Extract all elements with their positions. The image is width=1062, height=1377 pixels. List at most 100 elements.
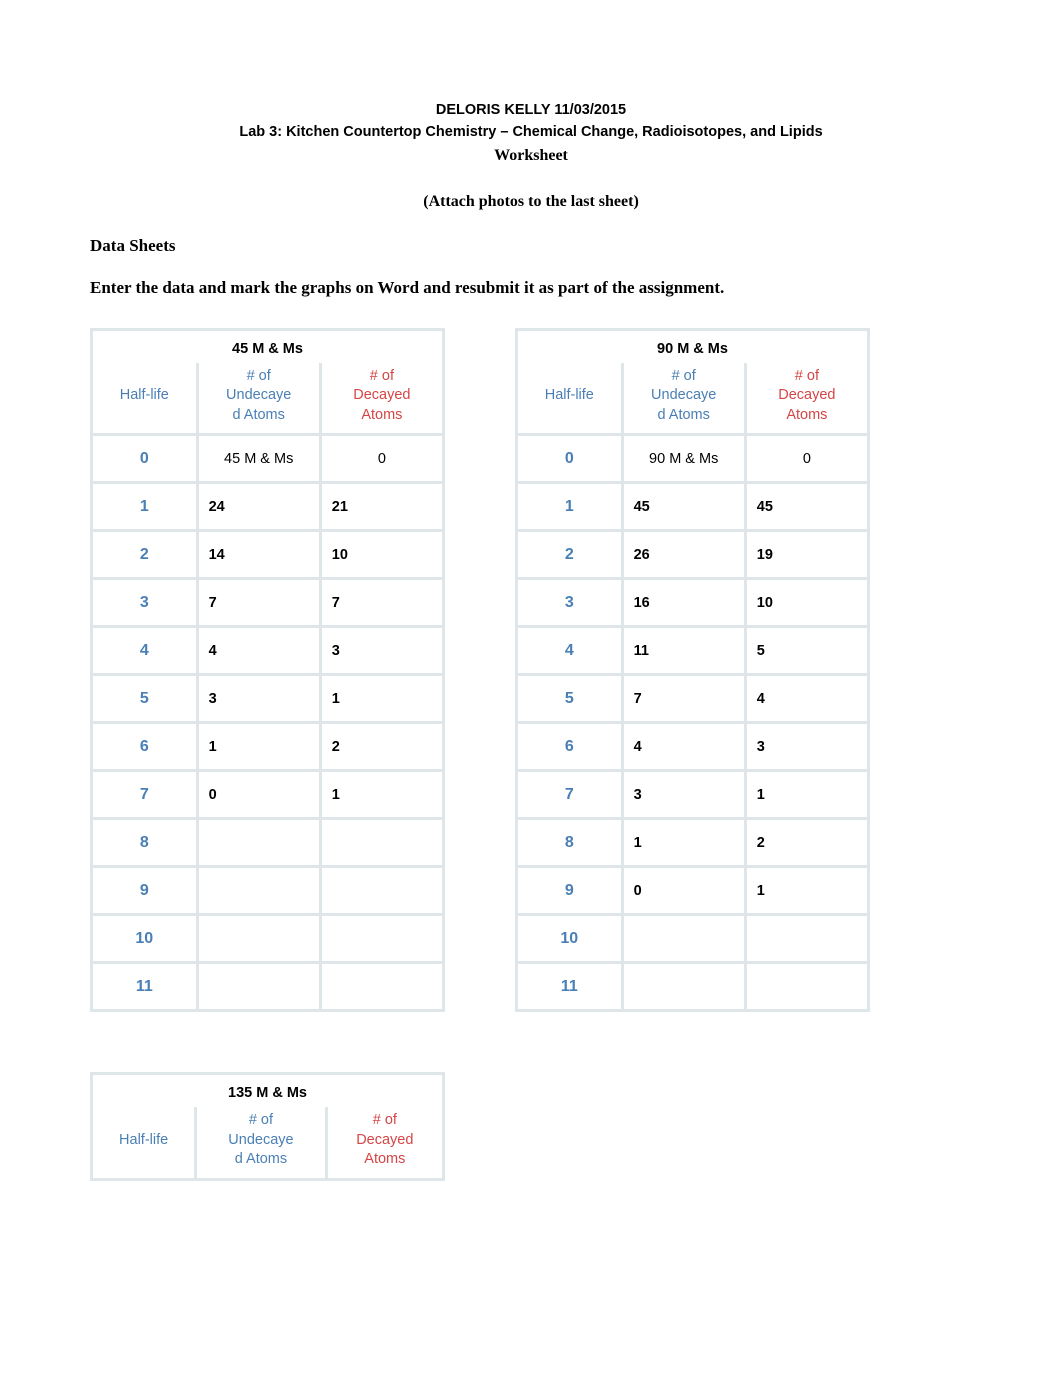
cell-undecayed: 0 [622,867,745,915]
header-line-1: DELORIS KELLY 11/03/2015 [90,100,972,122]
cell-undecayed [197,819,320,867]
cell-undecayed: 1 [197,723,320,771]
table-row: 612 [92,723,444,771]
cell-halflife: 7 [92,771,198,819]
table-row: 731 [517,771,869,819]
table-title: 135 M & Ms [92,1074,444,1108]
table-90: 90 M & MsHalf-life# ofUndecayed Atoms# o… [515,328,870,1013]
cell-undecayed: 1 [622,819,745,867]
cell-halflife: 8 [92,819,198,867]
cell-halflife: 10 [92,915,198,963]
cell-decayed: 2 [320,723,443,771]
cell-undecayed: 7 [622,675,745,723]
cell-undecayed: 3 [622,771,745,819]
table-row: 14545 [517,483,869,531]
col-header-decayed: # ofDecayedAtoms [745,363,868,435]
cell-undecayed [197,867,320,915]
cell-decayed: 0 [320,435,443,483]
table-row: 574 [517,675,869,723]
cell-decayed: 45 [745,483,868,531]
section-heading: Data Sheets [90,236,972,256]
cell-undecayed: 0 [197,771,320,819]
cell-decayed: 3 [745,723,868,771]
table-row: 443 [92,627,444,675]
cell-decayed: 10 [320,531,443,579]
cell-undecayed: 7 [197,579,320,627]
col-header-halflife: Half-life [92,363,198,435]
table-row: 10 [517,915,869,963]
cell-undecayed [197,963,320,1011]
table-row: 377 [92,579,444,627]
cell-undecayed [622,915,745,963]
cell-halflife: 2 [92,531,198,579]
cell-decayed: 1 [745,771,868,819]
table-row: 090 M & Ms0 [517,435,869,483]
cell-undecayed: 4 [197,627,320,675]
table-row: 701 [92,771,444,819]
instruction-text: Enter the data and mark the graphs on Wo… [90,278,972,298]
tables-row-bottom: 135 M & MsHalf-life# ofUndecayed Atoms# … [90,1072,972,1181]
table-row: 4115 [517,627,869,675]
cell-decayed [320,915,443,963]
cell-undecayed [197,915,320,963]
tables-row-top: 45 M & MsHalf-life# ofUndecayed Atoms# o… [90,328,972,1013]
table-title: 45 M & Ms [92,329,444,363]
cell-undecayed: 26 [622,531,745,579]
table-row: 21410 [92,531,444,579]
cell-decayed [320,963,443,1011]
cell-halflife: 4 [92,627,198,675]
cell-halflife: 1 [92,483,198,531]
cell-decayed: 3 [320,627,443,675]
data-table-45: 45 M & MsHalf-life# ofUndecayed Atoms# o… [90,328,445,1013]
cell-decayed: 2 [745,819,868,867]
table-row: 31610 [517,579,869,627]
cell-halflife: 7 [517,771,623,819]
cell-halflife: 1 [517,483,623,531]
table-row: 045 M & Ms0 [92,435,444,483]
col-header-undecayed: # ofUndecayed Atoms [196,1107,326,1179]
table-row: 901 [517,867,869,915]
cell-undecayed: 11 [622,627,745,675]
cell-decayed: 21 [320,483,443,531]
cell-halflife: 8 [517,819,623,867]
table-title: 90 M & Ms [517,329,869,363]
cell-undecayed: 14 [197,531,320,579]
table-row: 8 [92,819,444,867]
cell-decayed: 1 [745,867,868,915]
table-row: 643 [517,723,869,771]
cell-halflife: 5 [92,675,198,723]
table-row: 10 [92,915,444,963]
table-135: 135 M & MsHalf-life# ofUndecayed Atoms# … [90,1072,445,1181]
header-line-4: (Attach photos to the last sheet) [90,190,972,214]
cell-halflife: 3 [92,579,198,627]
cell-undecayed: 45 M & Ms [197,435,320,483]
table-row: 812 [517,819,869,867]
cell-undecayed: 4 [622,723,745,771]
table-row: 22619 [517,531,869,579]
col-header-halflife: Half-life [92,1107,196,1179]
cell-halflife: 4 [517,627,623,675]
cell-undecayed: 3 [197,675,320,723]
cell-halflife: 6 [92,723,198,771]
data-table-135: 135 M & MsHalf-life# ofUndecayed Atoms# … [90,1072,445,1181]
header-line-3: Worksheet [90,144,972,168]
cell-decayed [320,867,443,915]
cell-halflife: 9 [92,867,198,915]
cell-undecayed: 45 [622,483,745,531]
cell-decayed: 1 [320,675,443,723]
cell-decayed [320,819,443,867]
col-header-decayed: # ofDecayedAtoms [326,1107,443,1179]
cell-undecayed: 16 [622,579,745,627]
cell-halflife: 2 [517,531,623,579]
header-line-2: Lab 3: Kitchen Countertop Chemistry – Ch… [90,122,972,144]
cell-undecayed: 24 [197,483,320,531]
table-row: 11 [92,963,444,1011]
cell-decayed: 1 [320,771,443,819]
cell-decayed: 4 [745,675,868,723]
table-row: 531 [92,675,444,723]
cell-undecayed [622,963,745,1011]
cell-decayed [745,963,868,1011]
cell-halflife: 5 [517,675,623,723]
cell-decayed: 19 [745,531,868,579]
cell-halflife: 11 [92,963,198,1011]
